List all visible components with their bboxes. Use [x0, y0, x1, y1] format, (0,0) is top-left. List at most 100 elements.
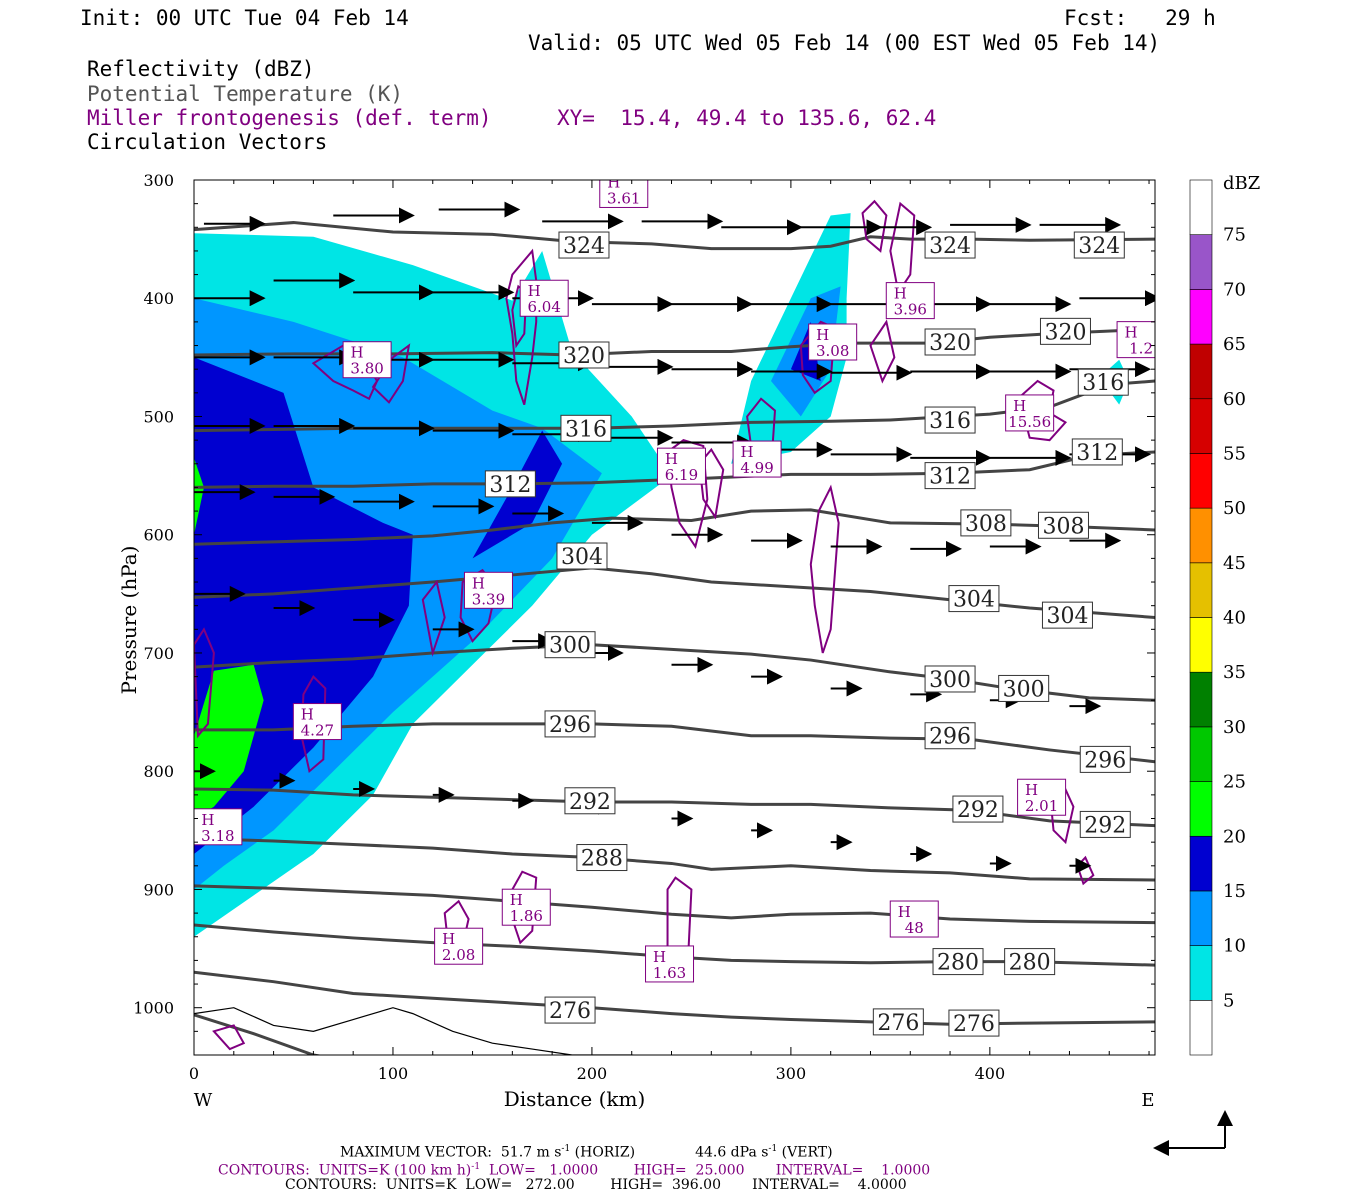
- frontogenesis-max-box-7: [656, 447, 706, 485]
- frontogenesis-contour-17: [194, 627, 215, 739]
- field-frontogenesis: Miller frontogenesis (def. term): [87, 106, 492, 130]
- theta-label-box-8: [1077, 368, 1129, 396]
- frontogenesis-max-h-0: H: [607, 173, 620, 191]
- frontogenesis-max-box-12: [1017, 778, 1067, 816]
- frontogenesis-contour-15: [421, 579, 446, 657]
- x-tick-label-1: 100: [378, 1064, 409, 1083]
- theta-label-288: 288: [581, 847, 623, 872]
- theta-label-box-5: [1039, 317, 1091, 345]
- east-label: E: [1141, 1090, 1154, 1111]
- colorbar-level-45: 45: [1223, 553, 1246, 574]
- frontogenesis-max-box-13: [501, 888, 551, 926]
- colorbar-segment-13: [1189, 289, 1213, 345]
- theta-label-304: 304: [1046, 604, 1088, 629]
- reflectivity-region-9: [194, 664, 264, 819]
- theta-label-320: 320: [929, 331, 971, 356]
- colorbar-segment-4: [1189, 781, 1213, 837]
- frontogenesis-max-value-0: 3.61: [607, 189, 640, 207]
- colorbar-level-70: 70: [1223, 279, 1246, 300]
- frontogenesis-max-box-14: [434, 927, 484, 965]
- frontogenesis-max-value-16: 48: [905, 919, 924, 937]
- footer-contours-theta: CONTOURS: UNITS=K LOW= 272.00 HIGH= 396.…: [285, 1177, 907, 1193]
- y-tick-label-0: 300: [143, 171, 174, 190]
- theta-label-box-7: [924, 406, 976, 434]
- colorbar-level-25: 25: [1223, 772, 1246, 793]
- frontogenesis-contour-23: [771, 1090, 811, 1120]
- theta-label-312: 312: [489, 473, 531, 498]
- theta-label-box-11: [1071, 438, 1123, 466]
- frontogenesis-max-box-2: [342, 341, 392, 379]
- colorbar-level-75: 75: [1223, 225, 1246, 246]
- frontogenesis-max-h-2: H: [351, 344, 364, 362]
- theta-label-box-15: [948, 585, 1000, 613]
- theta-label-276: 276: [877, 1011, 919, 1036]
- frontogenesis-max-box-4: [885, 282, 935, 320]
- frontogenesis-contour-25: [212, 1024, 246, 1051]
- theta-label-box-30: [872, 1008, 924, 1036]
- frontogenesis-max-h-14: H: [442, 930, 455, 948]
- x-tick-label-4: 400: [975, 1064, 1006, 1083]
- frontogenesis-max-value-12: 2.01: [1025, 797, 1058, 815]
- frontogenesis-max-value-10: 4.27: [301, 722, 334, 740]
- theta-label-box-23: [564, 787, 616, 815]
- theta-label-316: 316: [1082, 371, 1124, 396]
- frontogenesis-max-box-9: [463, 571, 513, 609]
- theta-label-280: 280: [937, 951, 979, 976]
- y-tick-label-5: 800: [143, 762, 174, 781]
- frontogenesis-max-h-3: H: [816, 326, 829, 344]
- colorbar-segment-0: [1189, 1000, 1213, 1056]
- colorbar-segment-6: [1189, 671, 1213, 728]
- footer-contours-frontogenesis: CONTOURS: UNITS=K (100 km h)-1 LOW= 1.00…: [218, 1162, 931, 1179]
- frontogenesis-max-value-7: 6.19: [665, 466, 698, 484]
- y-tick-label-3: 600: [143, 526, 174, 545]
- theta-label-324: 324: [1078, 234, 1120, 259]
- init-time: Init: 00 UTC Tue 04 Feb 14: [80, 6, 409, 30]
- colorbar-segment-15: [1189, 179, 1213, 235]
- frontogenesis-max-box-8: [732, 440, 782, 478]
- theta-label-box-26: [576, 844, 628, 872]
- theta-line-288: [194, 837, 1155, 882]
- theta-label-296: 296: [549, 713, 591, 738]
- west-label: W: [194, 1090, 213, 1111]
- colorbar-level-65: 65: [1223, 334, 1246, 355]
- y-axis-label: Pressure (hPa): [117, 546, 141, 695]
- frontogenesis-max-value-2: 3.80: [350, 360, 383, 378]
- frontogenesis-max-box-1: [519, 279, 569, 317]
- theta-label-308: 308: [1042, 514, 1084, 539]
- frontogenesis-max-h-5: H: [1125, 324, 1138, 342]
- x-axis-label: Distance (km): [504, 1087, 646, 1111]
- frontogenesis-max-value-4: 3.96: [894, 301, 927, 319]
- colorbar-level-15: 15: [1223, 881, 1246, 902]
- x-tick-label-2: 200: [577, 1064, 608, 1083]
- frontogenesis-contour-7: [889, 201, 916, 295]
- theta-label-308: 308: [965, 512, 1007, 537]
- footer-max-vector: MAXIMUM VECTOR: 51.7 m s-1 (HORIZ) 44.6 d…: [340, 1144, 833, 1161]
- theta-label-304: 304: [561, 545, 603, 570]
- theta-label-300: 300: [1003, 677, 1045, 702]
- theta-label-296: 296: [929, 725, 971, 750]
- theta-label-296: 296: [1084, 748, 1126, 773]
- frontogenesis-max-h-11: H: [201, 811, 214, 829]
- frontogenesis-max-h-1: H: [528, 282, 541, 300]
- theta-label-280: 280: [1009, 951, 1051, 976]
- frontogenesis-max-h-8: H: [741, 443, 754, 461]
- theta-label-292: 292: [1084, 813, 1126, 838]
- theta-label-box-1: [924, 231, 976, 259]
- frontogenesis-contour-10: [666, 439, 709, 549]
- valid-time: Valid: 05 UTC Wed 05 Feb 14 (00 EST Wed …: [528, 31, 1161, 55]
- theta-label-box-6: [560, 414, 612, 442]
- colorbar-segment-12: [1189, 343, 1213, 400]
- colorbar-segment-5: [1189, 726, 1213, 782]
- theta-label-box-24: [952, 795, 1004, 823]
- theta-label-box-14: [556, 542, 608, 570]
- terrain-line: [194, 1007, 647, 1055]
- theta-label-276: 276: [549, 999, 591, 1024]
- theta-label-box-22: [1079, 745, 1131, 773]
- frontogenesis-max-box-6: [1005, 394, 1055, 432]
- field-theta: Potential Temperature (K): [87, 82, 404, 106]
- frontogenesis-max-value-8: 4.99: [740, 459, 773, 477]
- frontogenesis-max-value-13: 1.86: [510, 907, 543, 925]
- theta-label-box-20: [544, 710, 596, 738]
- colorbar-segment-2: [1189, 890, 1213, 946]
- frontogenesis-contour-4: [799, 320, 836, 395]
